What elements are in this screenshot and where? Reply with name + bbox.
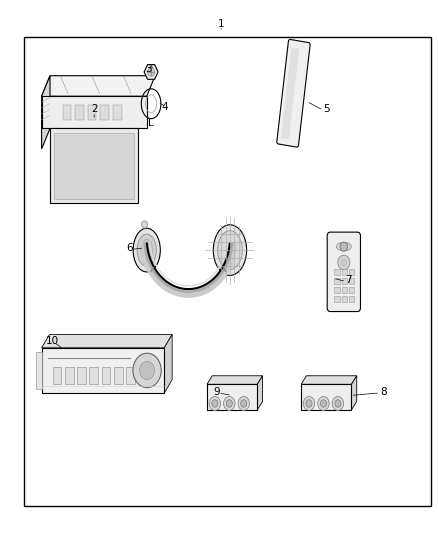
Bar bbox=[36, 352, 42, 389]
Ellipse shape bbox=[137, 234, 156, 266]
Polygon shape bbox=[301, 376, 357, 384]
Circle shape bbox=[212, 400, 218, 407]
Bar bbox=[349, 296, 354, 303]
Circle shape bbox=[338, 255, 350, 270]
Bar bbox=[63, 105, 71, 120]
Bar bbox=[53, 367, 61, 384]
Bar bbox=[342, 278, 347, 285]
Bar bbox=[100, 105, 109, 120]
Text: 1: 1 bbox=[218, 19, 225, 29]
Bar bbox=[75, 105, 84, 120]
Circle shape bbox=[240, 400, 247, 407]
Polygon shape bbox=[50, 128, 138, 203]
Polygon shape bbox=[42, 96, 147, 128]
Bar bbox=[334, 287, 339, 294]
Circle shape bbox=[340, 242, 348, 251]
Polygon shape bbox=[54, 133, 134, 199]
Bar bbox=[349, 278, 354, 285]
Bar bbox=[207, 384, 257, 410]
Polygon shape bbox=[207, 376, 263, 384]
Circle shape bbox=[141, 221, 148, 228]
Text: 2: 2 bbox=[91, 104, 98, 114]
Bar bbox=[334, 296, 339, 303]
Polygon shape bbox=[351, 376, 357, 410]
Polygon shape bbox=[42, 335, 172, 348]
Ellipse shape bbox=[218, 231, 242, 270]
Bar bbox=[114, 367, 123, 384]
Circle shape bbox=[148, 68, 155, 76]
Circle shape bbox=[335, 400, 341, 407]
Circle shape bbox=[303, 397, 314, 410]
Text: 5: 5 bbox=[323, 104, 330, 114]
Text: 10: 10 bbox=[46, 336, 59, 346]
Circle shape bbox=[306, 400, 312, 407]
Text: 3: 3 bbox=[145, 64, 152, 74]
Bar bbox=[342, 269, 347, 276]
Polygon shape bbox=[42, 76, 155, 96]
Bar bbox=[349, 269, 354, 276]
Circle shape bbox=[318, 397, 329, 410]
Bar bbox=[89, 367, 98, 384]
Bar bbox=[113, 105, 121, 120]
Bar bbox=[301, 384, 351, 410]
Ellipse shape bbox=[141, 239, 153, 261]
Bar bbox=[126, 367, 135, 384]
Circle shape bbox=[341, 259, 346, 266]
Bar bbox=[77, 367, 86, 384]
Text: 7: 7 bbox=[345, 275, 352, 285]
Circle shape bbox=[226, 400, 233, 407]
Polygon shape bbox=[42, 76, 50, 149]
Circle shape bbox=[321, 400, 326, 407]
Circle shape bbox=[238, 397, 250, 410]
Ellipse shape bbox=[336, 243, 351, 251]
Bar bbox=[42, 348, 164, 393]
Circle shape bbox=[224, 397, 235, 410]
Bar bbox=[334, 269, 339, 276]
Ellipse shape bbox=[133, 228, 160, 272]
Polygon shape bbox=[144, 64, 158, 79]
Polygon shape bbox=[257, 376, 263, 410]
FancyBboxPatch shape bbox=[281, 47, 299, 139]
Text: 4: 4 bbox=[161, 102, 168, 111]
Circle shape bbox=[133, 353, 161, 387]
Ellipse shape bbox=[213, 225, 247, 276]
Bar bbox=[65, 367, 74, 384]
Text: 9: 9 bbox=[213, 387, 220, 397]
Bar bbox=[102, 367, 110, 384]
Bar bbox=[24, 37, 431, 506]
Bar bbox=[88, 105, 96, 120]
Text: 6: 6 bbox=[126, 243, 133, 253]
Bar bbox=[349, 287, 354, 294]
FancyBboxPatch shape bbox=[327, 232, 360, 311]
FancyBboxPatch shape bbox=[277, 39, 310, 147]
Circle shape bbox=[332, 397, 344, 410]
Bar bbox=[334, 278, 339, 285]
Bar bbox=[342, 287, 347, 294]
Circle shape bbox=[140, 361, 155, 379]
Polygon shape bbox=[164, 335, 172, 393]
Bar bbox=[342, 296, 347, 303]
Text: 8: 8 bbox=[380, 387, 387, 397]
Circle shape bbox=[209, 397, 221, 410]
